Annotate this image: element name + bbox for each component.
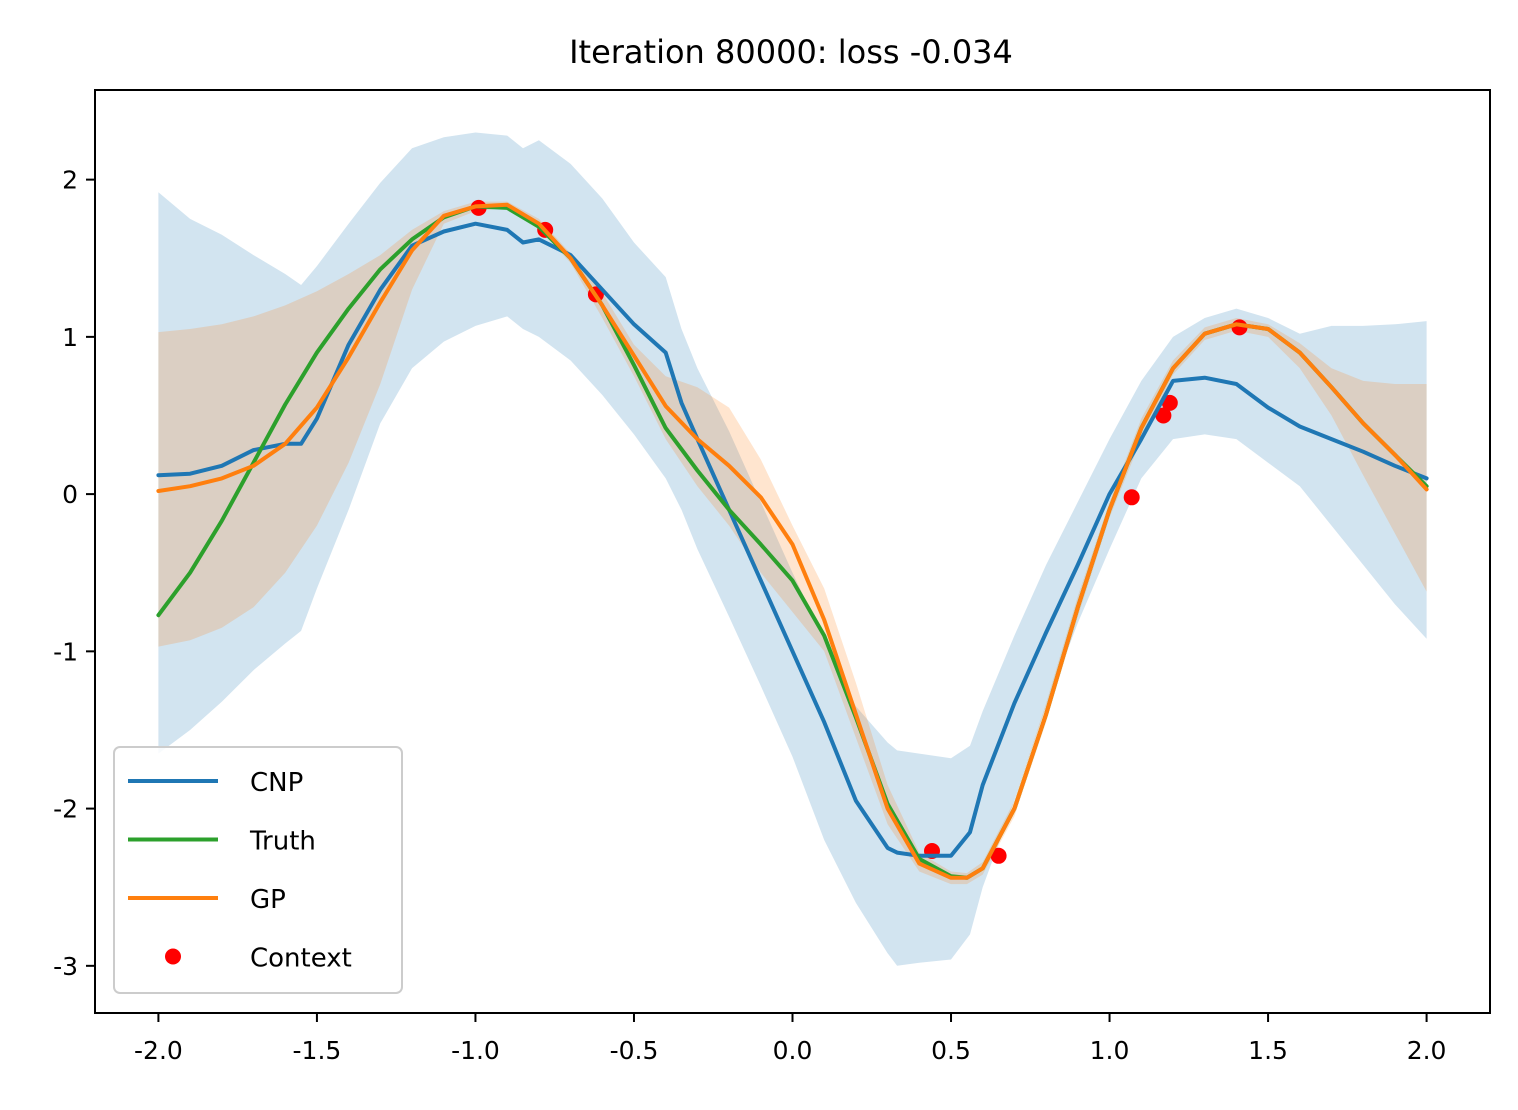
x-axis: -2.0 -1.5 -1.0 -0.5 0.0 0.5 1.0 1.5 2.0 xyxy=(134,1013,1446,1065)
legend-label-context: Context xyxy=(250,944,352,974)
x-tick-label: 1.5 xyxy=(1248,1036,1288,1065)
y-tick-label: 0 xyxy=(62,480,78,509)
plot-area xyxy=(156,132,1429,966)
context-point xyxy=(1123,489,1140,506)
series-line-cnp xyxy=(156,221,1429,858)
y-tick-label: 1 xyxy=(62,323,78,352)
legend-label-cnp: CNP xyxy=(250,768,303,798)
y-tick-label: -1 xyxy=(53,637,78,666)
x-tick-label: -1.5 xyxy=(293,1036,342,1065)
legend-label-truth: Truth xyxy=(249,827,316,857)
y-axis: 2 1 0 -1 -2 -3 xyxy=(53,166,95,981)
x-tick-label: 0.0 xyxy=(773,1036,813,1065)
y-tick-label: -3 xyxy=(53,952,78,981)
axes-frame xyxy=(94,89,1491,1014)
chart-title: Iteration 80000: loss -0.034 xyxy=(569,33,1013,71)
x-tick-label: 2.0 xyxy=(1407,1036,1447,1065)
context-point xyxy=(1161,394,1178,411)
legend-swatch-context xyxy=(165,948,181,965)
context-point xyxy=(1155,407,1172,424)
y-tick-label: 2 xyxy=(62,166,78,195)
context-point xyxy=(990,847,1007,864)
x-tick-label: -1.0 xyxy=(451,1036,500,1065)
x-tick-label: 1.0 xyxy=(1090,1036,1130,1065)
legend-label-gp: GP xyxy=(250,885,286,915)
x-tick-label: -2.0 xyxy=(134,1036,183,1065)
series-line-gp xyxy=(156,202,1429,880)
legend-box xyxy=(113,746,403,994)
legend: CNP Truth GP Context xyxy=(113,746,403,994)
x-tick-label: 0.5 xyxy=(931,1036,971,1065)
x-tick-label: -0.5 xyxy=(610,1036,659,1065)
y-tick-label: -2 xyxy=(53,795,78,824)
